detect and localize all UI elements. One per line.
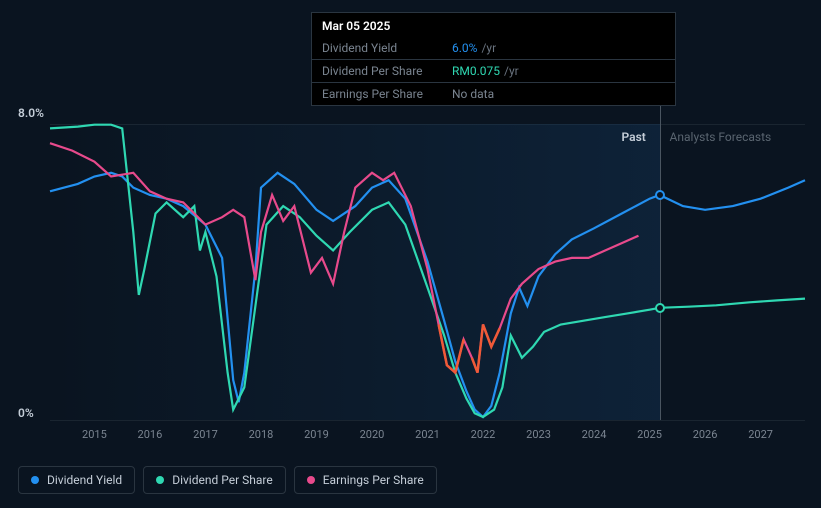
tooltip-row-label: Earnings Per Share <box>322 87 452 101</box>
legend-item[interactable]: Earnings Per Share <box>294 466 437 494</box>
legend-label: Earnings Per Share <box>323 473 424 487</box>
tooltip-row: Dividend Yield6.0% /yr <box>312 37 675 60</box>
x-tick: 2016 <box>138 428 163 441</box>
legend-item[interactable]: Dividend Yield <box>18 466 135 494</box>
legend-dot-icon <box>31 476 39 484</box>
tooltip-row-value: RM0.075 <box>452 64 500 78</box>
tooltip-row-label: Dividend Per Share <box>322 64 452 78</box>
tooltip-row-unit: /yr <box>504 64 519 78</box>
x-tick: 2017 <box>193 428 218 441</box>
tooltip-date: Mar 05 2025 <box>312 13 675 37</box>
legend: Dividend Yield Dividend Per Share Earnings… <box>18 466 437 494</box>
series-marker <box>655 303 665 313</box>
x-tick: 2019 <box>304 428 329 441</box>
x-tick: 2026 <box>693 428 718 441</box>
grid-bottom <box>50 420 805 421</box>
tooltip-crosshair <box>660 100 661 420</box>
x-tick: 2022 <box>471 428 496 441</box>
x-tick: 2020 <box>360 428 385 441</box>
y-axis-max: 8.0% <box>18 106 44 120</box>
x-tick: 2025 <box>637 428 662 441</box>
tooltip-row-value: No data <box>452 87 494 101</box>
x-tick: 2023 <box>526 428 551 441</box>
legend-dot-icon <box>156 476 164 484</box>
legend-label: Dividend Yield <box>47 473 122 487</box>
x-tick: 2027 <box>748 428 773 441</box>
tooltip-row-value: 6.0% <box>452 41 477 55</box>
tooltip-row-label: Dividend Yield <box>322 41 452 55</box>
legend-label: Dividend Per Share <box>172 473 273 487</box>
x-tick: 2024 <box>582 428 607 441</box>
tooltip-row-unit: /yr <box>481 41 496 55</box>
chart-lines <box>50 113 805 419</box>
legend-dot-icon <box>307 476 315 484</box>
x-tick: 2015 <box>82 428 107 441</box>
x-tick: 2018 <box>249 428 274 441</box>
legend-item[interactable]: Dividend Per Share <box>143 466 286 494</box>
tooltip-row: Dividend Per ShareRM0.075/yr <box>312 60 675 83</box>
tooltip-row: Earnings Per ShareNo data <box>312 83 675 105</box>
series-marker <box>655 190 665 200</box>
tooltip: Mar 05 2025 Dividend Yield6.0%/yrDividen… <box>311 12 676 106</box>
x-tick: 2021 <box>415 428 440 441</box>
y-axis-min: 0% <box>18 406 34 420</box>
